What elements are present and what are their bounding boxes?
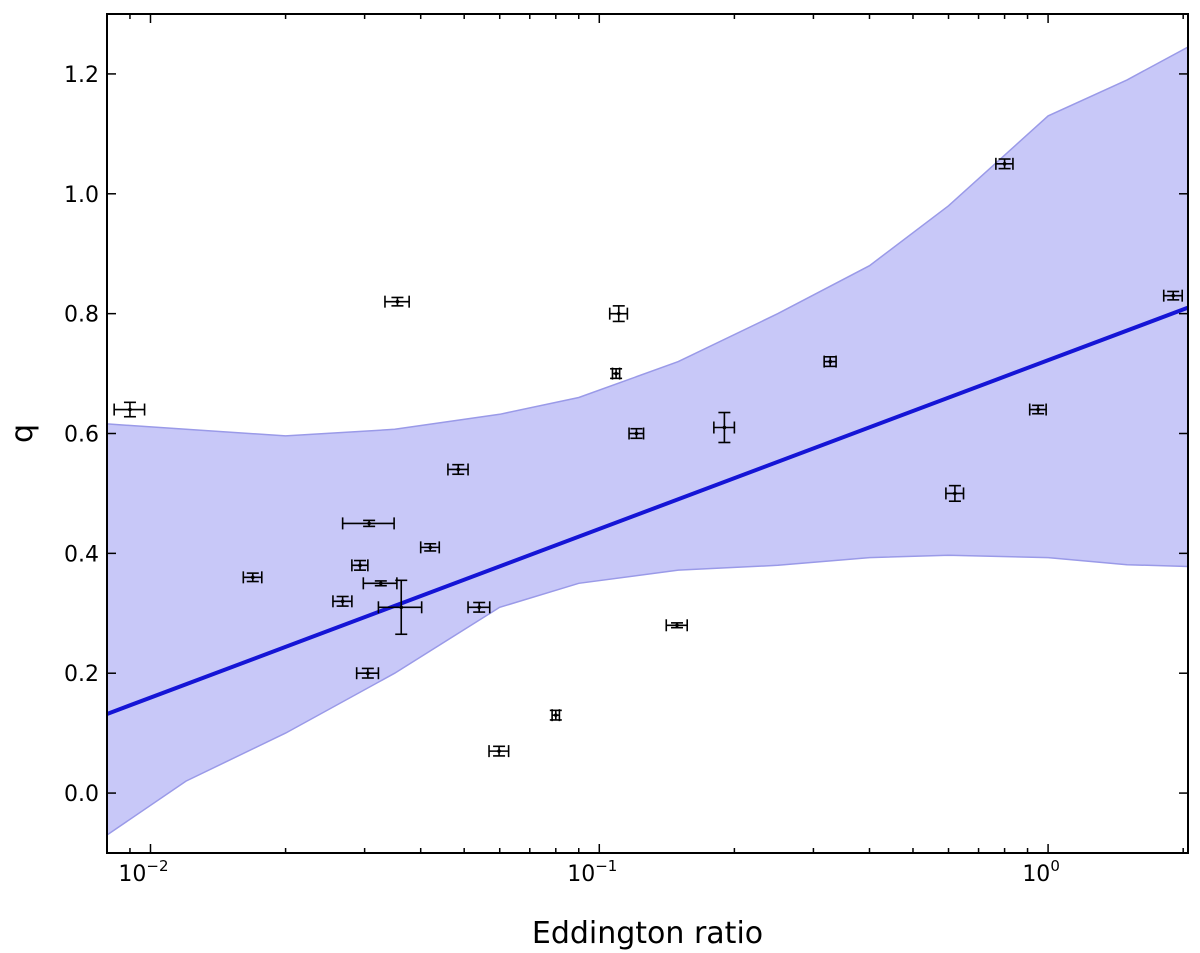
point-marker [1036, 407, 1040, 412]
data-point-22 [995, 157, 1014, 170]
data-point-21 [945, 484, 965, 503]
fit-line [107, 305, 1188, 716]
data-point-3 [332, 595, 353, 608]
x-axis-label: Eddington ratio [532, 916, 763, 951]
data-point-23 [1028, 403, 1047, 416]
data-point-9 [377, 579, 423, 636]
data-point-2 [242, 571, 263, 584]
confidence-band-upper-edge [107, 46, 1188, 437]
y-tick-label: 0.0 [64, 782, 99, 807]
x-tick-label: 100 [1022, 857, 1060, 887]
data-point-10 [419, 541, 441, 554]
point-marker [456, 467, 461, 472]
data-point-24 [1162, 289, 1184, 302]
point-marker [616, 311, 621, 316]
point-marker [366, 671, 370, 676]
y-tick-label: 1.0 [64, 183, 99, 208]
data-point-14 [549, 709, 562, 722]
point-marker [367, 521, 371, 526]
point-marker [340, 599, 345, 604]
confidence-band-lower-edge [107, 554, 1188, 836]
data-point-11 [447, 463, 469, 476]
data-point-7 [362, 577, 398, 590]
data-points-layer [113, 157, 1184, 758]
x-tick-label-exponent: −1 [595, 857, 617, 875]
data-point-8 [384, 295, 410, 308]
point-marker [358, 563, 362, 568]
x-tick-label-exponent: 0 [1050, 857, 1060, 875]
data-point-13 [488, 745, 510, 758]
data-point-15 [610, 367, 623, 380]
x-tick-label-exponent: −2 [146, 857, 168, 875]
x-tick-label-base: 10 [118, 862, 146, 887]
data-point-18 [665, 619, 689, 632]
x-tick-label-base: 10 [567, 862, 595, 887]
y-axis-label: q [5, 424, 40, 443]
point-marker [395, 299, 400, 304]
point-marker [1171, 293, 1175, 298]
data-point-20 [823, 355, 837, 368]
point-marker [828, 359, 833, 364]
point-marker [379, 581, 383, 586]
data-point-16 [608, 305, 629, 323]
y-tick-label: 0.4 [64, 542, 99, 567]
point-marker [614, 371, 618, 376]
tick-labels-layer: 0.00.20.40.60.81.01.210−2 10−1 100 [64, 63, 1060, 887]
confidence-band [107, 47, 1188, 835]
data-point-4 [351, 559, 369, 572]
point-marker [399, 605, 404, 610]
x-tick-label: 10−2 [118, 857, 168, 887]
data-point-17 [628, 427, 645, 440]
point-marker [675, 623, 679, 628]
y-tick-label: 0.6 [64, 423, 99, 448]
data-point-12 [467, 601, 491, 614]
data-point-6 [341, 517, 395, 530]
y-tick-label: 1.2 [64, 63, 99, 88]
data-point-19 [713, 411, 736, 444]
point-marker [477, 605, 481, 610]
point-marker [953, 491, 957, 496]
plot-frame [106, 13, 1189, 854]
point-marker [497, 749, 501, 753]
point-marker [1002, 162, 1007, 166]
data-point-5 [355, 667, 380, 680]
confidence-band-layer [107, 46, 1188, 836]
x-tick-label: 10−1 [567, 857, 617, 887]
point-marker [128, 407, 132, 412]
point-marker [553, 713, 558, 717]
point-marker [428, 545, 433, 550]
fit-line-layer [107, 305, 1188, 716]
x-tick-label-base: 10 [1022, 862, 1050, 887]
point-marker [722, 425, 727, 430]
data-point-1 [113, 401, 146, 418]
point-marker [634, 431, 639, 436]
y-tick-label: 0.8 [64, 303, 99, 328]
y-tick-label: 0.2 [64, 662, 99, 687]
point-marker [250, 575, 255, 580]
